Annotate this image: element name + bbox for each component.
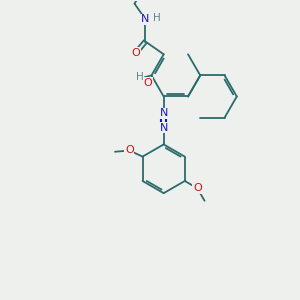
Text: O: O	[132, 48, 140, 58]
Text: H: H	[136, 72, 143, 82]
Text: N: N	[160, 108, 168, 118]
Text: O: O	[143, 78, 152, 88]
Text: O: O	[193, 183, 202, 193]
Text: N: N	[160, 123, 168, 133]
Text: H: H	[153, 13, 160, 23]
Text: N: N	[141, 14, 150, 24]
Text: O: O	[125, 146, 134, 155]
